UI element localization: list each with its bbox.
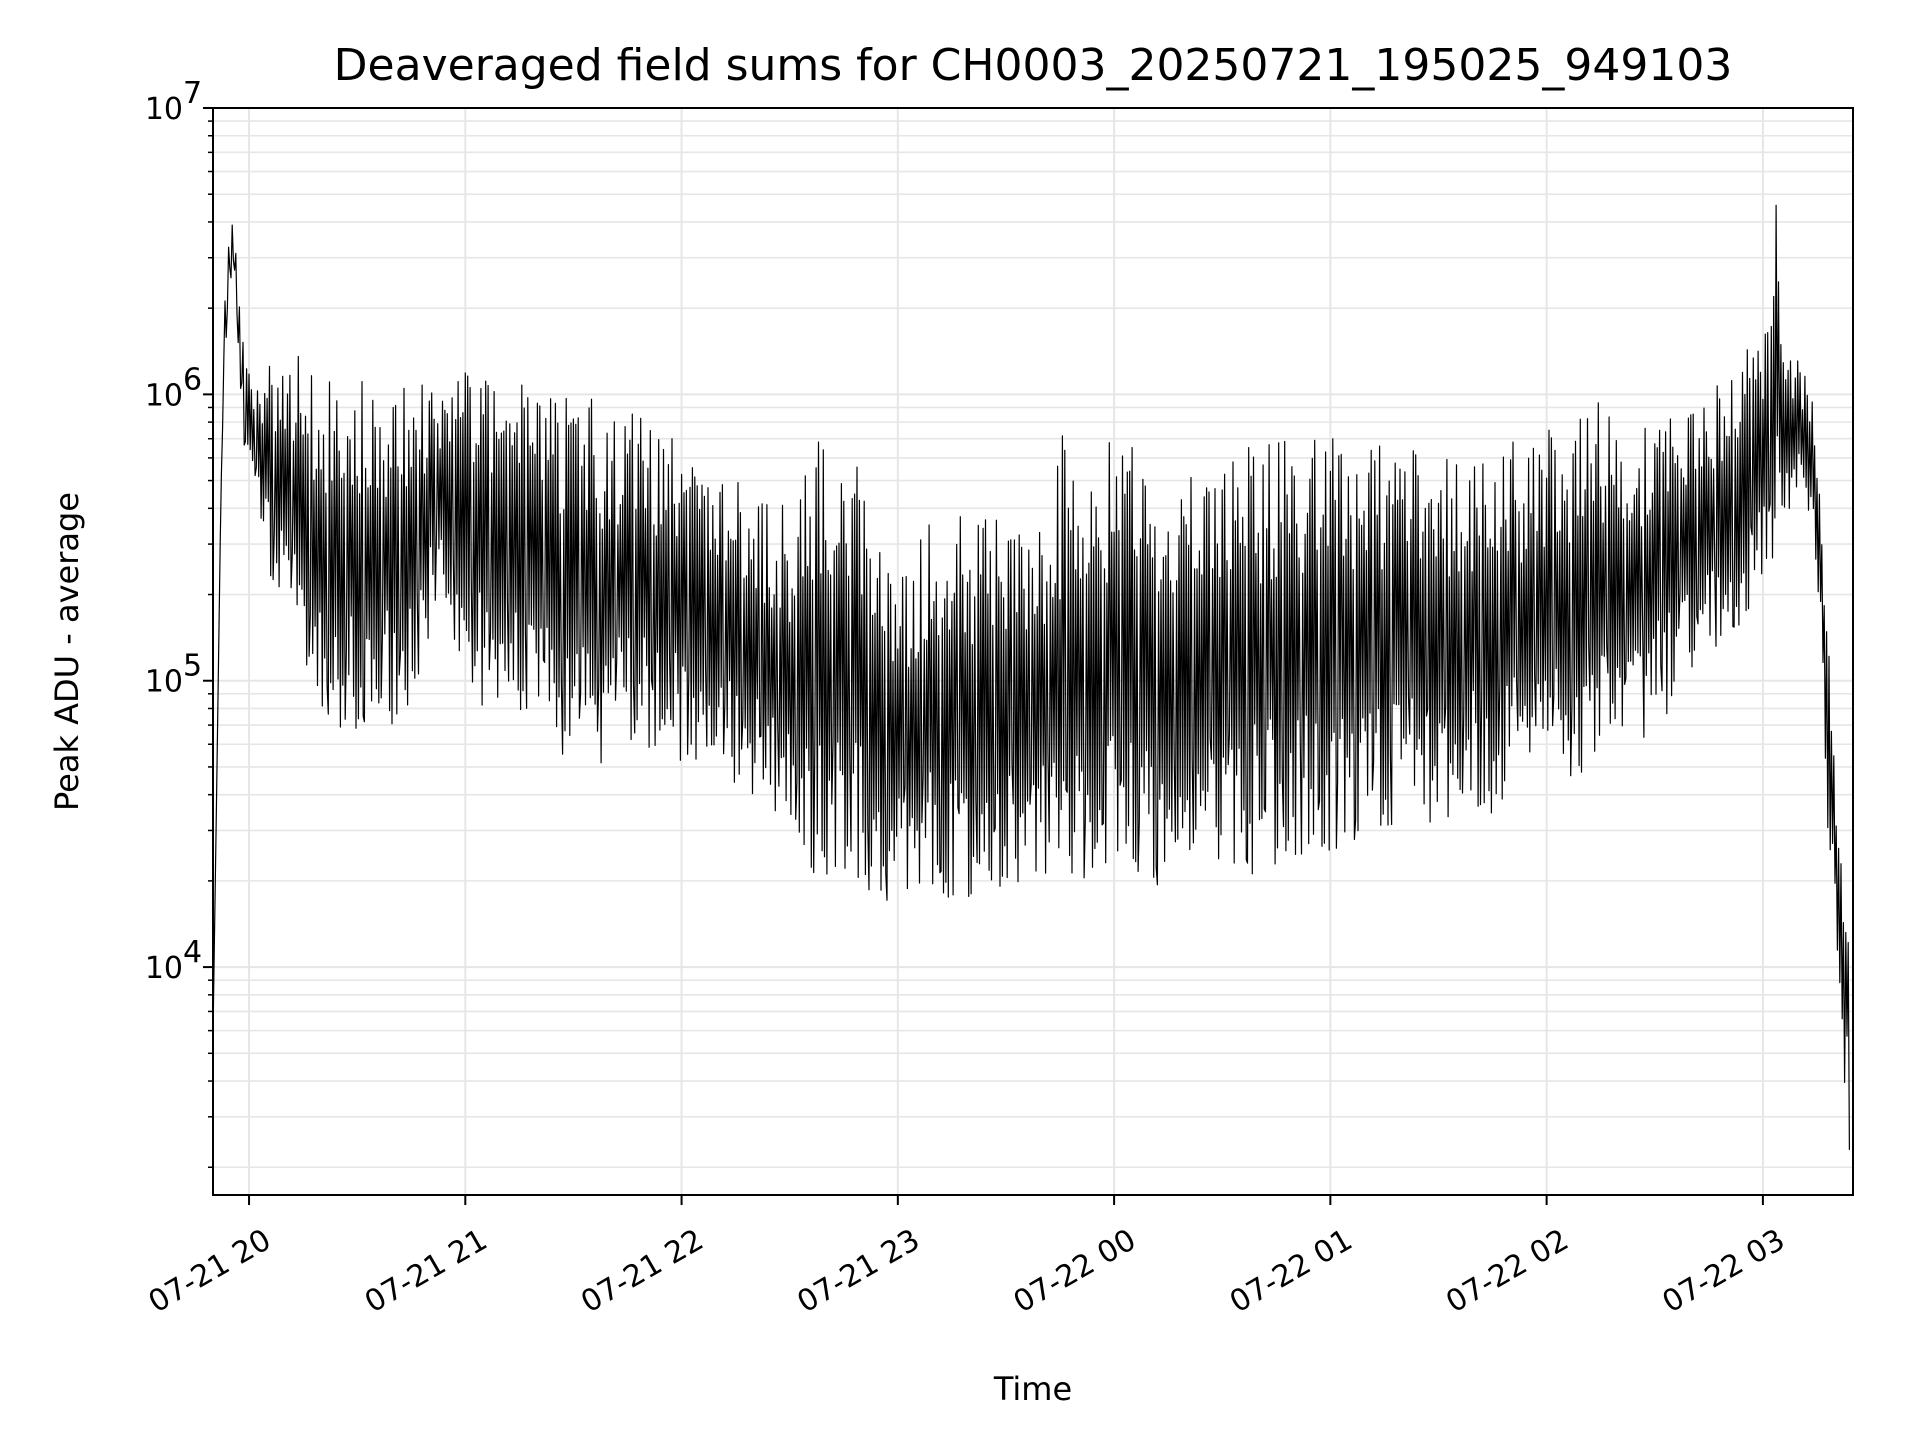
chart-title: Deaveraged field sums for CH0003_2025072… [334, 40, 1733, 91]
series-line [212, 204, 1851, 1150]
y-axis-title: Peak ADU - average [48, 492, 86, 811]
x-axis-title: Time [993, 1370, 1072, 1408]
y-tick-exponent: 4 [183, 935, 202, 970]
y-tick-label: 10 [145, 378, 183, 413]
y-tick-label: 10 [145, 951, 183, 986]
data-series [212, 204, 1851, 1150]
y-tick-label: 10 [145, 92, 183, 127]
y-tick-exponent: 7 [183, 76, 202, 111]
y-tick-label: 10 [145, 665, 183, 700]
plot-frame [212, 107, 1854, 1196]
y-tick-exponent: 5 [183, 649, 202, 684]
y-tick-exponent: 6 [183, 362, 202, 397]
